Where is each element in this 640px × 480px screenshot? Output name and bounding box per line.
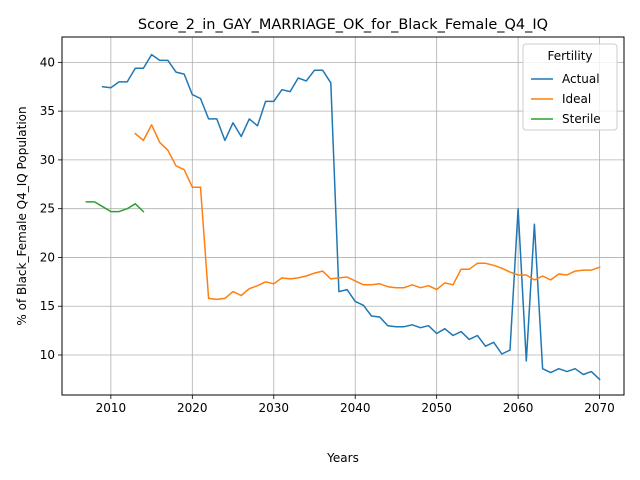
series-line-sterile: [85, 201, 145, 213]
y-tick-label: 15: [40, 299, 55, 313]
y-tick-label: 30: [40, 153, 55, 167]
x-axis-ticks: 2010 2020 2030 2040 2050 2060 2070: [96, 395, 615, 415]
x-tick-label: 2040: [340, 401, 371, 415]
grid-lines: [62, 37, 624, 395]
legend-title: Fertility: [547, 49, 592, 63]
y-tick-label: 25: [40, 202, 55, 216]
x-tick-label: 2050: [421, 401, 452, 415]
legend-box: [522, 43, 618, 131]
legend: Fertility Actual Ideal Sterile: [522, 43, 618, 131]
y-tick-label: 40: [40, 55, 55, 69]
plot-frame: [61, 36, 625, 396]
y-axis-label: % of Black_Female Q4_IQ Population: [15, 106, 29, 325]
y-tick-label: 20: [40, 250, 55, 264]
x-tick-label: 2020: [177, 401, 208, 415]
x-tick-label: 2070: [584, 401, 615, 415]
legend-label-actual: Actual: [562, 72, 600, 86]
series-line-actual: [101, 53, 601, 381]
series-line-ideal: [134, 124, 601, 301]
y-tick-label: 10: [40, 348, 55, 362]
y-axis-ticks: 10 15 20 25 30 35 40: [40, 55, 62, 362]
x-axis-label: Years: [326, 451, 359, 465]
y-tick-label: 35: [40, 104, 55, 118]
legend-label-ideal: Ideal: [562, 92, 591, 106]
x-tick-label: 2010: [96, 401, 127, 415]
x-tick-label: 2030: [258, 401, 289, 415]
series-layer: [85, 53, 601, 381]
legend-label-sterile: Sterile: [562, 112, 601, 126]
x-tick-label: 2060: [503, 401, 534, 415]
chart-title: Score_2_in_GAY_MARRIAGE_OK_for_Black_Fem…: [138, 17, 548, 33]
